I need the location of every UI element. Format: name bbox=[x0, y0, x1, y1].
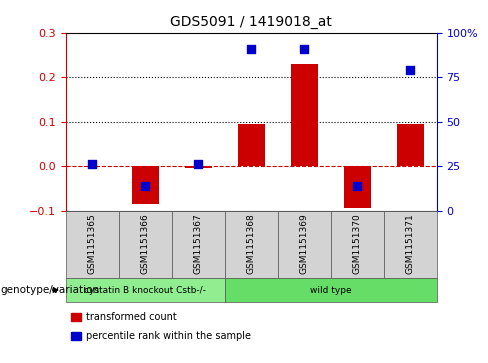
Bar bbox=[238, 124, 264, 166]
Text: wild type: wild type bbox=[310, 286, 352, 294]
Bar bbox=[344, 166, 370, 208]
Text: cystatin B knockout Cstb-/-: cystatin B knockout Cstb-/- bbox=[84, 286, 206, 294]
Point bbox=[88, 162, 96, 167]
Bar bbox=[185, 166, 212, 168]
Text: GSM1151369: GSM1151369 bbox=[300, 214, 309, 274]
Text: GSM1151368: GSM1151368 bbox=[247, 214, 256, 274]
Point bbox=[353, 183, 361, 188]
Point bbox=[142, 183, 149, 188]
Text: percentile rank within the sample: percentile rank within the sample bbox=[86, 331, 251, 341]
Bar bbox=[291, 64, 318, 166]
Text: GSM1151367: GSM1151367 bbox=[194, 214, 203, 274]
Point bbox=[301, 46, 308, 52]
Text: transformed count: transformed count bbox=[86, 312, 177, 322]
Text: GSM1151365: GSM1151365 bbox=[88, 214, 97, 274]
Point bbox=[407, 67, 414, 73]
Point bbox=[247, 46, 255, 52]
Text: genotype/variation: genotype/variation bbox=[0, 285, 100, 295]
Text: GSM1151370: GSM1151370 bbox=[353, 214, 362, 274]
Title: GDS5091 / 1419018_at: GDS5091 / 1419018_at bbox=[170, 15, 332, 29]
Point bbox=[194, 162, 202, 167]
Text: GSM1151371: GSM1151371 bbox=[406, 214, 415, 274]
Text: GSM1151366: GSM1151366 bbox=[141, 214, 150, 274]
Bar bbox=[132, 166, 159, 204]
Bar bbox=[397, 124, 424, 166]
